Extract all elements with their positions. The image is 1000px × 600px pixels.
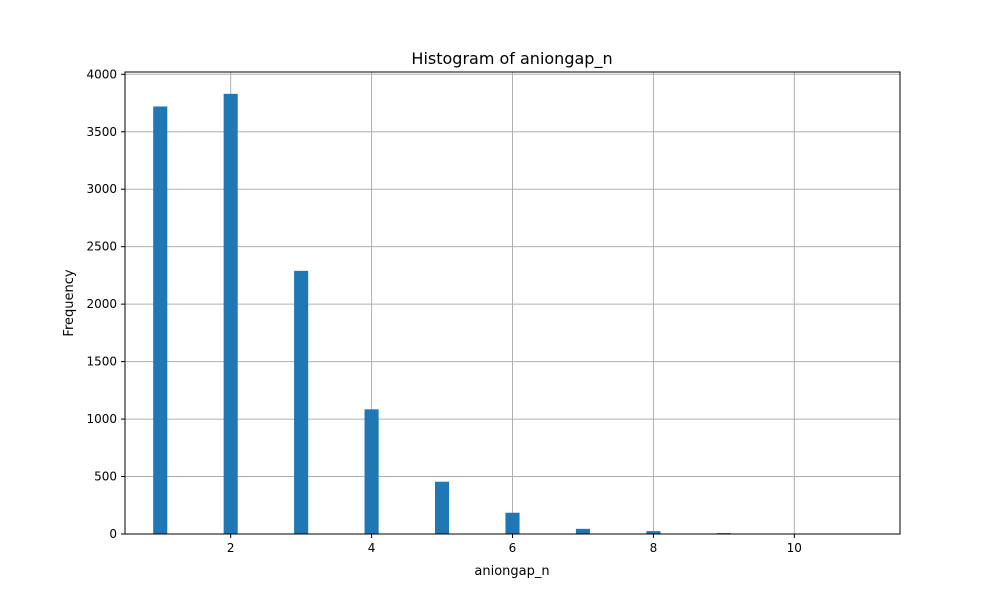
x-axis-label: aniongap_n bbox=[474, 564, 549, 579]
y-tick-label: 1000 bbox=[86, 412, 117, 426]
x-tick-label: 4 bbox=[368, 541, 376, 555]
y-axis-label: Frequency bbox=[62, 269, 77, 336]
histogram-bar bbox=[435, 481, 450, 534]
histogram-bar bbox=[575, 528, 590, 534]
y-tick-label: 1500 bbox=[86, 355, 117, 369]
histogram-bar bbox=[223, 93, 238, 535]
x-tick-label: 6 bbox=[509, 541, 517, 555]
histogram-bar bbox=[505, 512, 520, 534]
y-tick-label: 0 bbox=[109, 527, 117, 541]
grid-lines bbox=[125, 72, 900, 535]
chart-title: Histogram of aniongap_n bbox=[411, 49, 612, 69]
y-tick-label: 4000 bbox=[86, 67, 117, 81]
x-tick-label: 8 bbox=[650, 541, 658, 555]
x-tick-label: 10 bbox=[787, 541, 802, 555]
y-tick-label: 2000 bbox=[86, 297, 117, 311]
x-axis-ticks: 2 4 6 8 10 bbox=[227, 534, 802, 555]
bars bbox=[153, 93, 872, 535]
y-tick-label: 2500 bbox=[86, 240, 117, 254]
histogram-bar bbox=[153, 106, 168, 535]
x-tick-label: 2 bbox=[227, 541, 235, 555]
y-tick-label: 500 bbox=[94, 470, 117, 484]
y-tick-label: 3500 bbox=[86, 125, 117, 139]
histogram-bar bbox=[364, 409, 379, 534]
y-tick-label: 3000 bbox=[86, 182, 117, 196]
y-axis-ticks: 0 500 1000 1500 2000 2500 3000 3500 4000 bbox=[86, 67, 125, 541]
histogram-bar bbox=[294, 270, 309, 534]
histogram-bar bbox=[646, 531, 661, 534]
